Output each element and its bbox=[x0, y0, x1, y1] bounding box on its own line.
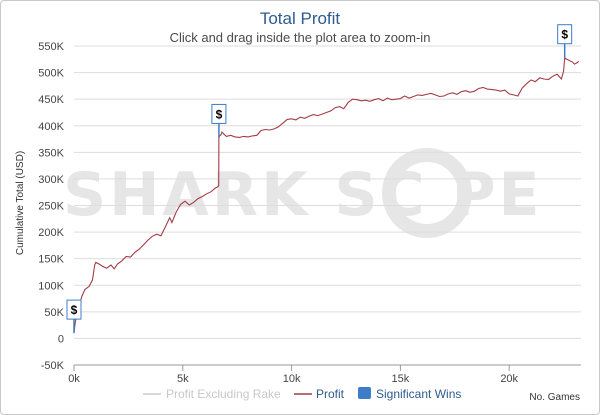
y-axis-title: Cumulative Total (USD) bbox=[15, 151, 26, 255]
legend-item-profit[interactable]: Profit bbox=[294, 387, 345, 401]
y-tick-label: 450K bbox=[38, 94, 64, 106]
significant-win-flag[interactable]: $ bbox=[211, 103, 227, 138]
legend-label: Profit bbox=[316, 387, 345, 401]
x-tick-label: 15k bbox=[392, 373, 410, 385]
y-tick-label: 100K bbox=[38, 280, 64, 292]
chart-subtitle: Click and drag inside the plot area to z… bbox=[169, 30, 431, 45]
flag-label: $ bbox=[561, 28, 568, 42]
x-tick-label: 5k bbox=[177, 373, 189, 385]
y-tick-label: 500K bbox=[38, 68, 64, 80]
y-tick-label: 250K bbox=[38, 201, 64, 213]
series-line-profit bbox=[73, 56, 580, 334]
y-tick-label: -50K bbox=[41, 360, 65, 372]
y-tick-label: 200K bbox=[38, 227, 64, 239]
y-axis: -50K 0 50K 100K 150K 200K 250K 300K 350K 400K 450K… bbox=[38, 41, 64, 372]
flag-label: $ bbox=[216, 107, 223, 121]
significant-win-flag[interactable]: $ bbox=[66, 299, 82, 334]
y-tick-label: 150K bbox=[38, 254, 64, 266]
legend-item-profit-excluding-rake[interactable]: Profit Excluding Rake bbox=[143, 387, 281, 401]
legend: Profit Excluding Rake Profit Significant… bbox=[143, 387, 461, 401]
x-tick-label: 20k bbox=[500, 373, 518, 385]
flag-box bbox=[66, 299, 82, 320]
x-axis-title: No. Games bbox=[529, 392, 580, 403]
flag-label: $ bbox=[71, 303, 78, 317]
flag-box bbox=[211, 103, 227, 124]
x-axis: 0k 5k 10k 15k 20k bbox=[68, 364, 581, 385]
y-tick-label: 550K bbox=[38, 41, 64, 53]
x-tick-label: 10k bbox=[283, 373, 301, 385]
y-tick-label: 300K bbox=[38, 174, 64, 186]
legend-label: Profit Excluding Rake bbox=[166, 387, 281, 401]
watermark-scope-icon bbox=[382, 148, 472, 238]
significant-win-flag[interactable]: $ bbox=[557, 24, 573, 58]
grid bbox=[74, 45, 581, 366]
x-tick-label: 0k bbox=[68, 373, 80, 385]
y-tick-label: 50K bbox=[44, 307, 64, 319]
flag-box bbox=[557, 24, 573, 45]
chart-title: Total Profit bbox=[259, 9, 341, 28]
sharkscope-watermark: SHARK SC PE bbox=[63, 148, 540, 238]
y-tick-label: 350K bbox=[38, 147, 64, 159]
y-tick-label: 400K bbox=[38, 121, 64, 133]
significant-wins-flags[interactable]: $ $ $ bbox=[66, 24, 573, 334]
legend-label: Significant Wins bbox=[376, 387, 461, 401]
legend-box-swatch bbox=[358, 387, 371, 399]
legend-item-significant-wins[interactable]: Significant Wins bbox=[358, 387, 461, 401]
y-tick-label: 0 bbox=[58, 333, 64, 345]
